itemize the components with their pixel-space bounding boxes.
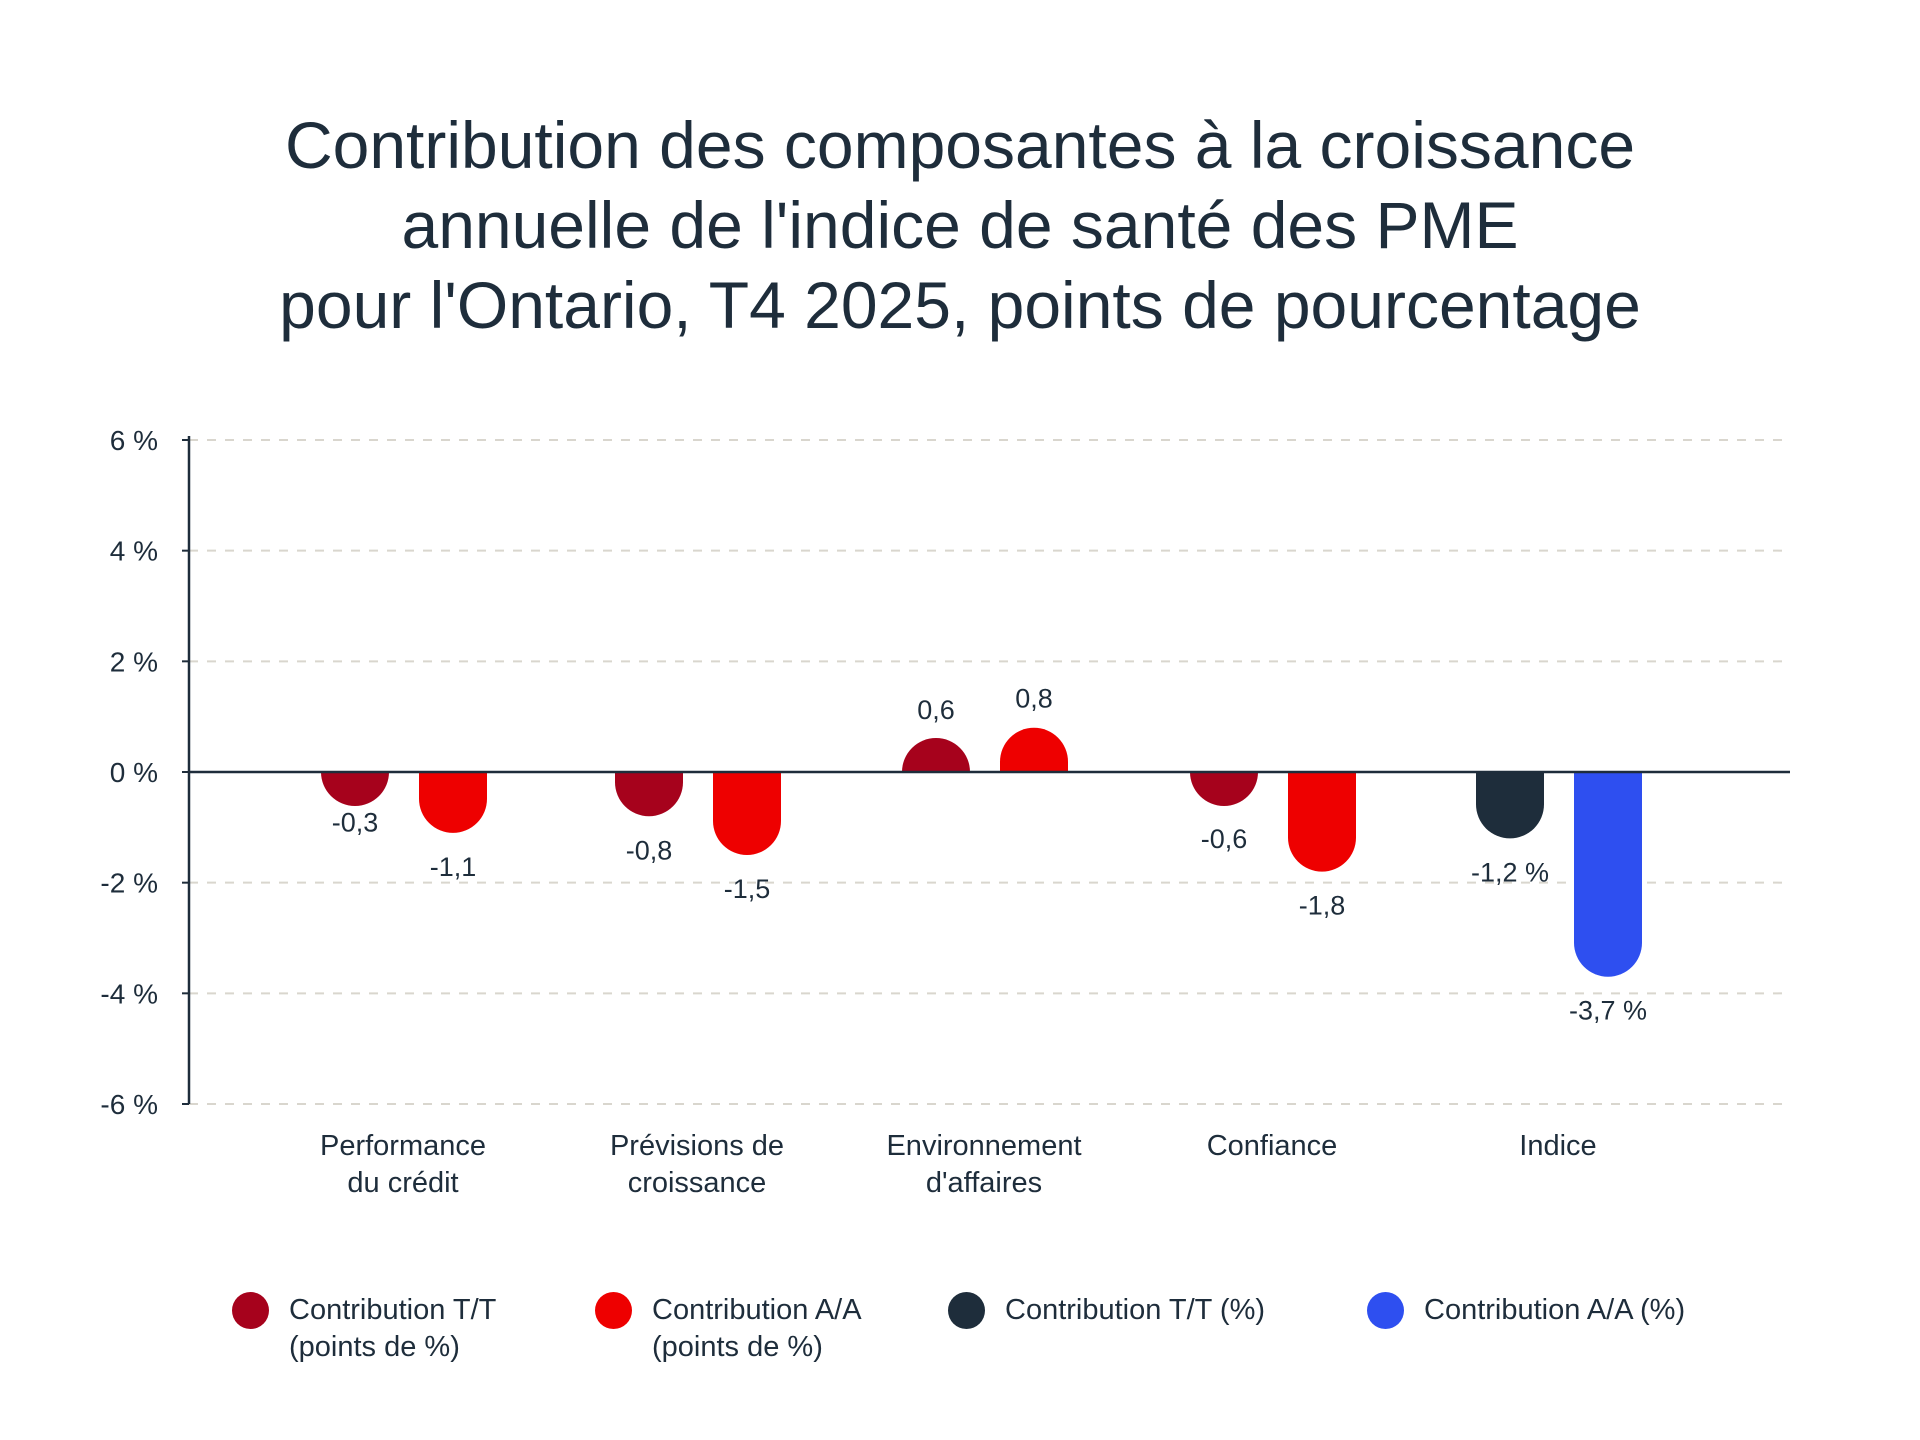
y-tick-label: 6 % [110,425,158,456]
legend-item-tt-percent: Contribution T/T (%) [948,1292,1265,1329]
x-category-label-line: Indice [1519,1130,1596,1162]
y-tick-label: -6 % [100,1089,158,1120]
chart-title: Contribution des composantes à la croiss… [0,105,1920,345]
x-category-label-line: d'affaires [926,1167,1042,1199]
x-category-label: Performance du crédit [320,1130,486,1199]
legend-label-line: (points de %) [652,1331,823,1363]
legend-label-line: Contribution A/A [652,1294,862,1326]
x-category-label-line: croissance [628,1167,767,1199]
legend-label-aa-percent: Contribution A/A (%) [1424,1292,1685,1329]
chart-title-line-3: pour l'Ontario, T4 2025, points de pourc… [279,268,1641,342]
bar [713,772,781,855]
data-label: 0,6 [917,695,955,725]
bar [321,772,389,806]
legend-label-aa-points: Contribution A/A (points de %) [652,1292,862,1366]
y-tick-label: -4 % [100,978,158,1009]
y-tick-label: 0 % [110,757,158,788]
x-category-label-line: Prévisions de [610,1130,784,1162]
x-category-label: Confiance [1207,1130,1338,1162]
data-label: -1,8 [1299,891,1346,921]
x-category-label-line: Environnement [886,1130,1081,1162]
data-label: -1,5 [724,874,771,904]
data-label: -0,3 [332,808,379,838]
x-category-label-line: Confiance [1207,1130,1338,1162]
data-label: -1,2 % [1471,857,1549,887]
data-label: 0,8 [1015,684,1053,714]
x-category-label-line: du crédit [347,1167,458,1199]
legend-label-tt-points: Contribution T/T (points de %) [289,1292,496,1366]
data-label: -1,1 [430,852,477,882]
y-tick-label: 4 % [110,536,158,567]
y-tick-label: 2 % [110,646,158,677]
data-label: -0,6 [1201,824,1248,854]
legend-swatch-aa-percent [1367,1292,1404,1329]
data-label: -0,8 [626,835,673,865]
chart-title-line-1: Contribution des composantes à la croiss… [284,108,1636,182]
x-category-label-line: Performance [320,1130,486,1162]
legend-item-tt-points: Contribution T/T (points de %) [232,1292,496,1366]
legend-label-line: Contribution T/T (%) [1005,1294,1266,1326]
x-category-label: Indice [1519,1130,1596,1162]
bar [1574,772,1642,977]
data-label: -3,7 % [1569,996,1647,1026]
legend-label-line: (points de %) [289,1331,460,1363]
legend-item-aa-percent: Contribution A/A (%) [1367,1292,1685,1329]
legend-swatch-tt-points [232,1292,269,1329]
bar [419,772,487,833]
legend-item-aa-points: Contribution A/A (points de %) [595,1292,862,1366]
legend-swatch-aa-points [595,1292,632,1329]
x-category-label: Prévisions de croissance [610,1130,784,1199]
y-tick-label: -2 % [100,868,158,899]
legend-swatch-tt-percent [948,1292,985,1329]
bar [1190,772,1258,806]
bar [1476,772,1544,839]
legend-label-line: Contribution T/T [289,1294,497,1326]
bar [1000,727,1068,772]
chart-title-line-2: annuelle de l'indice de santé des PME [401,188,1519,262]
bar [1288,772,1356,872]
legend-label-line: Contribution A/A (%) [1424,1294,1686,1326]
bar [902,738,970,772]
legend-label-tt-percent: Contribution T/T (%) [1005,1292,1265,1329]
x-category-label: Environnement d'affaires [886,1130,1081,1199]
bar [615,772,683,817]
